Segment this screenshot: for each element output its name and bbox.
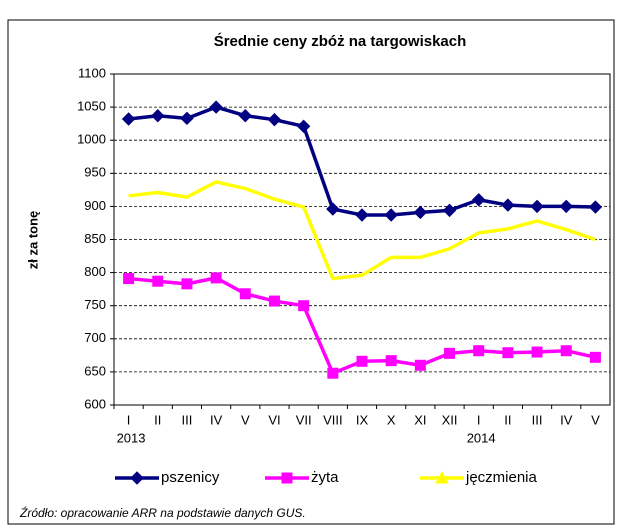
data-point bbox=[298, 300, 310, 312]
legend-marker bbox=[435, 470, 449, 484]
x-tick-label: II bbox=[504, 412, 511, 427]
x-tick-label: III bbox=[182, 412, 193, 427]
y-tick-label: 750 bbox=[84, 297, 106, 312]
data-point bbox=[414, 359, 426, 371]
legend-label: jęczmienia bbox=[465, 469, 538, 486]
data-point bbox=[560, 345, 572, 357]
data-point bbox=[326, 202, 340, 216]
data-point bbox=[356, 355, 368, 367]
x-tick-label: XI bbox=[414, 412, 426, 427]
x-tick-label: I bbox=[127, 412, 131, 427]
data-point bbox=[268, 295, 280, 307]
year-label: 2014 bbox=[467, 430, 496, 445]
y-tick-label: 600 bbox=[84, 396, 106, 411]
data-point bbox=[152, 275, 164, 287]
x-tick-label: VIII bbox=[323, 412, 343, 427]
x-tick-label: III bbox=[532, 412, 543, 427]
data-point bbox=[385, 355, 397, 367]
y-tick-label: 1100 bbox=[78, 65, 106, 80]
data-point bbox=[442, 203, 457, 218]
y-tick-label: 1000 bbox=[77, 132, 106, 147]
data-point bbox=[559, 199, 573, 214]
legend-label: pszenicy bbox=[161, 469, 220, 486]
y-axis-label: zł za tonę bbox=[25, 211, 40, 270]
data-point bbox=[151, 108, 165, 123]
y-tick-label: 650 bbox=[84, 363, 106, 378]
plot-area bbox=[113, 73, 611, 406]
data-point bbox=[181, 278, 193, 290]
y-tick-label: 800 bbox=[84, 264, 106, 279]
legend-marker bbox=[130, 471, 144, 485]
data-point bbox=[444, 347, 456, 359]
chart-title: Średnie ceny zbóż na targowiskach bbox=[214, 32, 467, 50]
x-tick-label: I bbox=[477, 412, 481, 427]
data-point bbox=[589, 351, 601, 363]
year-label: 2013 bbox=[117, 430, 146, 445]
data-point bbox=[502, 347, 514, 359]
data-point bbox=[501, 198, 515, 212]
legend-label: żyta bbox=[311, 469, 339, 486]
x-tick-label: IV bbox=[210, 412, 223, 427]
legend-marker bbox=[281, 472, 293, 484]
x-tick-label: VI bbox=[268, 412, 280, 427]
x-tick-label: IX bbox=[356, 412, 369, 427]
y-tick-label: 1050 bbox=[77, 99, 106, 114]
data-point bbox=[327, 367, 339, 379]
data-point bbox=[238, 108, 253, 123]
data-point bbox=[267, 112, 282, 127]
data-point bbox=[531, 346, 543, 358]
data-point bbox=[209, 100, 223, 114]
data-point bbox=[296, 119, 311, 134]
data-point bbox=[121, 112, 136, 126]
data-point bbox=[413, 205, 428, 220]
y-tick-label: 950 bbox=[84, 165, 106, 180]
x-tick-label: X bbox=[387, 412, 396, 427]
x-tick-label: V bbox=[241, 412, 250, 427]
y-tick-label: 700 bbox=[84, 330, 106, 345]
data-point bbox=[473, 345, 485, 357]
data-point bbox=[210, 272, 222, 284]
data-point bbox=[239, 288, 251, 300]
frame bbox=[7, 19, 615, 525]
source-note: Źródło: opracowanie ARR na podstawie dan… bbox=[19, 505, 306, 520]
x-tick-label: IV bbox=[560, 412, 573, 427]
x-tick-label: XII bbox=[442, 412, 458, 427]
data-point bbox=[530, 199, 544, 214]
y-tick-label: 900 bbox=[84, 198, 106, 213]
data-point bbox=[180, 111, 194, 126]
x-tick-label: VII bbox=[296, 412, 312, 427]
y-tick-label: 850 bbox=[84, 231, 106, 246]
series-line bbox=[128, 180, 596, 281]
data-point bbox=[123, 273, 135, 285]
data-point bbox=[355, 208, 369, 222]
data-point bbox=[471, 193, 486, 207]
x-tick-label: II bbox=[154, 412, 161, 427]
data-point bbox=[384, 208, 398, 222]
x-tick-label: V bbox=[591, 412, 600, 427]
data-point bbox=[588, 200, 603, 214]
